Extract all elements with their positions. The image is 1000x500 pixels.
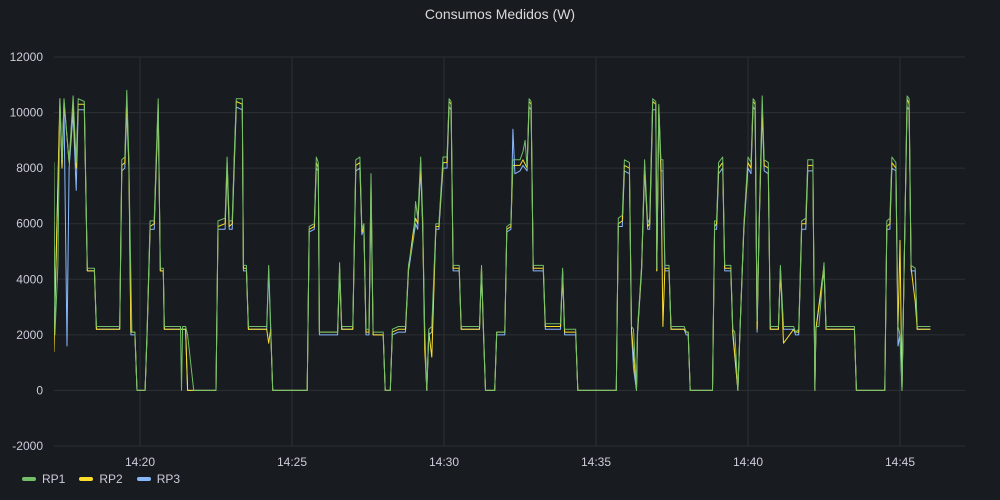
y-tick-label: 2000: [16, 328, 43, 342]
x-tick-label: 14:25: [277, 455, 307, 469]
legend-item-rp1[interactable]: RP1: [22, 472, 65, 486]
chart-legend: RP1 RP2 RP3: [22, 472, 180, 486]
y-tick-label: 10000: [10, 106, 44, 120]
x-tick-label: 14:20: [125, 455, 155, 469]
legend-swatch: [22, 477, 36, 481]
x-tick-label: 14:35: [581, 455, 611, 469]
legend-label: RP2: [99, 472, 123, 486]
y-tick-label: -2000: [12, 439, 43, 453]
x-tick-label: 14:30: [429, 455, 459, 469]
legend-swatch: [79, 477, 94, 481]
legend-label: RP1: [42, 472, 66, 486]
legend-swatch: [136, 477, 151, 481]
legend-item-rp3[interactable]: RP3: [136, 472, 181, 486]
y-tick-label: 4000: [16, 272, 43, 286]
legend-item-rp2[interactable]: RP2: [79, 472, 123, 486]
x-tick-label: 14:45: [885, 455, 915, 469]
y-tick-label: 12000: [10, 50, 44, 64]
y-tick-label: 6000: [16, 217, 43, 231]
y-tick-label: 8000: [16, 161, 43, 175]
chart-title: Consumos Medidos (W): [424, 6, 576, 22]
series-line-rp1: [54, 89, 931, 391]
x-tick-label: 14:40: [733, 455, 763, 469]
legend-label: RP3: [156, 472, 181, 486]
y-tick-label: 0: [36, 383, 43, 397]
chart-plot-area: -2000 0 2000 4000 6000 8000 10000 12000 14:20 14:…: [10, 50, 965, 469]
